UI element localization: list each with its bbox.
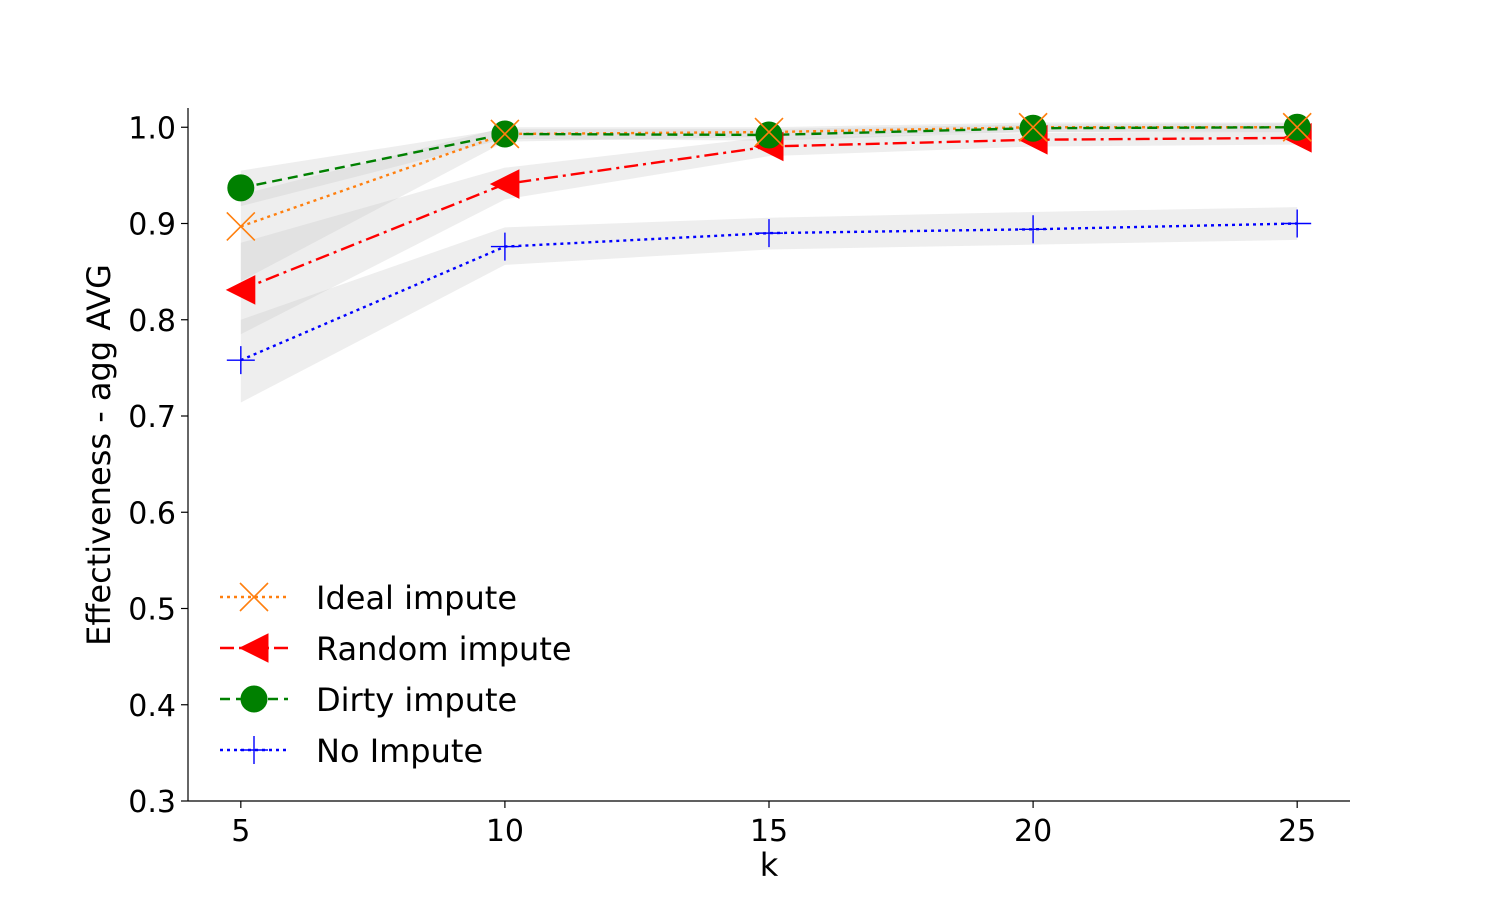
data-point [239, 582, 269, 612]
series-line [240, 222, 1298, 362]
data-point [225, 275, 256, 305]
x-tick-label: 5 [231, 814, 250, 849]
data-point [755, 121, 783, 149]
data-point [755, 219, 783, 248]
x-tick-label: 10 [486, 814, 524, 849]
legend-entry: Random impute [220, 630, 572, 668]
data-point [490, 232, 519, 261]
legend: Ideal impute Random impute Dirty impute No … [220, 579, 572, 770]
series-markers [225, 112, 1312, 375]
data-point [240, 685, 268, 713]
data-point [226, 211, 256, 241]
x-tick-label: 25 [1278, 814, 1316, 849]
data-point [1282, 112, 1312, 142]
data-point [754, 117, 784, 147]
confidence-bands [240, 122, 1298, 403]
y-tick-label: 1.0 [128, 111, 176, 146]
data-point [1283, 209, 1312, 238]
y-tick-label: 0.8 [128, 304, 176, 339]
data-point [490, 119, 520, 149]
x-tick-label: 15 [750, 814, 788, 849]
legend-label: Dirty impute [316, 681, 517, 719]
y-tick-label: 0.6 [128, 496, 176, 531]
legend-label: Random impute [316, 630, 572, 668]
data-point [489, 169, 520, 199]
legend-entry: Ideal impute [220, 579, 517, 617]
legend-label: No Impute [316, 732, 483, 770]
tick-marks: 5 10 15 20 25 0.3 0.4 0.5 0.6 0.7 0.8 0.9 1.0 [128, 111, 1316, 849]
y-tick-label: 0.7 [128, 400, 176, 435]
legend-label: Ideal impute [316, 579, 517, 617]
data-point [1018, 112, 1048, 142]
data-point [240, 736, 268, 764]
y-tick-label: 0.3 [128, 785, 176, 820]
x-tick-label: 20 [1014, 814, 1052, 849]
legend-entry: Dirty impute [220, 681, 517, 719]
data-point [1019, 215, 1048, 244]
data-point [238, 633, 269, 663]
x-axis-label: k [760, 846, 779, 884]
y-tick-label: 0.5 [128, 593, 176, 628]
legend-entry: No Impute [220, 732, 483, 770]
y-axis-label: Effectiveness - agg AVG [80, 264, 118, 646]
y-tick-label: 0.4 [128, 689, 176, 724]
data-point [226, 346, 255, 375]
data-point [227, 174, 255, 202]
y-tick-label: 0.9 [128, 208, 176, 243]
